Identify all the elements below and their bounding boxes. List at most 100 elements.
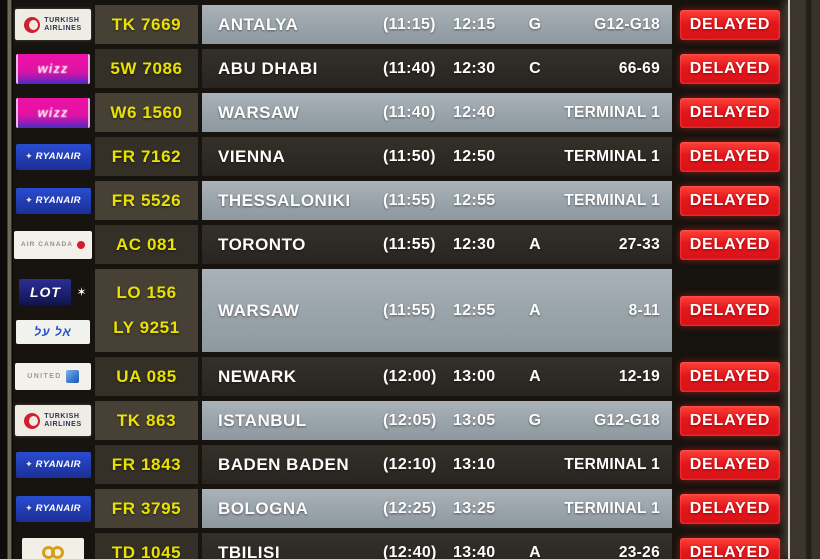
flight-number: TD 1045 [111, 542, 182, 559]
wizz-air-wordmark: wizz [37, 105, 69, 120]
airline-logo-cell: UNITED [13, 357, 93, 396]
status-badge: DELAYED [680, 97, 780, 128]
scheduled-time: (12:40) [383, 543, 437, 559]
status-badge: DELAYED [680, 185, 780, 216]
turkish-logo: TURKISH AIRLINES [15, 9, 91, 40]
gate-label: G [528, 15, 542, 33]
status-badge: DELAYED [680, 537, 780, 559]
ryanair-harp-icon: ✦ [25, 459, 33, 469]
destination-label: ANTALYA [218, 14, 299, 34]
destination-label: THESSALONIKI [218, 190, 351, 210]
flight-number: 5W 7086 [110, 58, 183, 78]
flight-number-cell: FR 3795 [95, 489, 198, 528]
flight-info-cell: BADEN BADEN (12:10) 13:10 TERMINAL 1 [202, 445, 672, 484]
turkish-airlines-wordmark: TURKISH AIRLINES [44, 413, 81, 429]
scheduled-time: (12:00) [383, 367, 437, 385]
lot-wordmark: LOT [29, 284, 61, 300]
flight-row: ✦ RYANAIR FR 7162 VIENNA (11:50) 12:50 TERMINA… [0, 137, 820, 176]
flight-number-cell: AC 081 [95, 225, 198, 264]
lot-crane-icon: ✶ [76, 285, 87, 299]
flight-row: TURKISH AIRLINES TK 863 ISTANBUL (12:05) 13:0… [0, 401, 820, 440]
turkish-airlines-emblem-icon [24, 412, 41, 429]
expected-time: 13:00 [453, 367, 496, 385]
stand-terminal-label: 27-33 [618, 235, 660, 253]
scheduled-time: (11:55) [383, 235, 436, 253]
flight-row: LOT ✶ אל על LO 156 LY 9251 WARSAW (11:55) 12:55… [0, 269, 820, 352]
flight-info-cell: BOLOGNA (12:25) 13:25 TERMINAL 1 [202, 489, 672, 528]
flight-info-cell: NEWARK (12:00) 13:00 A 12-19 [202, 357, 672, 396]
status-badge: DELAYED [680, 361, 780, 392]
flight-number: FR 3795 [111, 498, 182, 518]
stand-terminal-label: G12-G18 [594, 411, 660, 429]
stand-terminal-label: G12-G18 [594, 15, 660, 33]
destination-label: TBILISI [218, 542, 281, 559]
ryanair-wordmark: RYANAIR [35, 151, 81, 162]
gold-ring-icon [51, 546, 64, 559]
expected-time: 12:30 [453, 235, 496, 253]
expected-time: 12:30 [453, 59, 496, 77]
flight-number-cell: LO 156 LY 9251 [95, 269, 198, 352]
status-badge: DELAYED [680, 493, 780, 524]
crescent-bird-icon [29, 19, 39, 30]
ryanair-wordmark: RYANAIR [35, 195, 81, 206]
wizz-logo: wizz [16, 97, 90, 128]
stand-terminal-label: TERMINAL 1 [564, 455, 660, 473]
monitor-bezel-left [0, 0, 13, 559]
expected-time: 13:05 [453, 411, 496, 429]
logo-text: AIRLINES [44, 24, 82, 32]
status-cell: DELAYED [680, 181, 780, 220]
status-cell: DELAYED [680, 401, 780, 440]
status-badge: DELAYED [680, 449, 780, 480]
status-cell: DELAYED [680, 489, 780, 528]
el-al-wordmark: אל על [34, 325, 72, 339]
wizz-logo: wizz [16, 53, 90, 84]
airline-logo-cell: ✦ RYANAIR [13, 489, 93, 528]
flight-row: wizz 5W 7086 ABU DHABI (11:40) 12:30 C 66-69 DE… [0, 49, 820, 88]
flight-row: TD 1045 TBILISI (12:40) 13:40 A 23-26 DELAYED [0, 533, 820, 559]
flight-number-cell: FR 1843 [95, 445, 198, 484]
flight-row: ✦ RYANAIR FR 3795 BOLOGNA (12:25) 13:25 TERMIN… [0, 489, 820, 528]
gate-label: C [529, 59, 541, 77]
flight-number: UA 085 [116, 366, 177, 386]
gate-label: A [529, 301, 541, 319]
stand-terminal-label: TERMINAL 1 [564, 499, 660, 517]
scheduled-time: (11:55) [383, 301, 436, 319]
flight-number: FR 1843 [111, 454, 182, 474]
lot-wordmark-box: LOT [19, 279, 72, 305]
gate-label: A [529, 543, 541, 559]
flight-number-cell: FR 7162 [95, 137, 198, 176]
flight-info-cell: TBILISI (12:40) 13:40 A 23-26 [202, 533, 672, 559]
flight-number: AC 081 [115, 234, 178, 254]
stand-terminal-label: 66-69 [618, 59, 660, 77]
logo-text: AIRLINES [44, 420, 82, 428]
airline-logo-cell: AIR CANADA [13, 225, 93, 264]
status-cell: DELAYED [680, 269, 780, 352]
airline-logo-cell [13, 533, 93, 559]
expected-time: 13:10 [453, 455, 496, 473]
status-cell: DELAYED [680, 357, 780, 396]
flight-number: LY 9251 [113, 317, 180, 337]
destination-label: ABU DHABI [218, 58, 318, 78]
gate-label: G [528, 411, 542, 429]
ryanair-logo: ✦ RYANAIR [15, 187, 91, 214]
flight-row: ✦ RYANAIR FR 5526 THESSALONIKI (11:55) 12:55 T… [0, 181, 820, 220]
expected-time: 12:50 [453, 147, 496, 165]
ryanair-logo: ✦ RYANAIR [15, 451, 91, 478]
flight-number-cell: UA 085 [95, 357, 198, 396]
flight-number: TK 863 [116, 410, 177, 430]
airline-logo-cell: ✦ RYANAIR [13, 445, 93, 484]
status-cell: DELAYED [680, 5, 780, 44]
logo-text: TURKISH [44, 16, 80, 24]
scheduled-time: (12:25) [383, 499, 437, 517]
united-wordmark: UNITED [27, 373, 62, 380]
airline-logo-cell: TURKISH AIRLINES [13, 5, 93, 44]
ryanair-wordmark: RYANAIR [35, 459, 81, 470]
scheduled-time: (11:55) [383, 191, 436, 209]
united-globe-icon [65, 370, 79, 383]
scheduled-time: (11:40) [383, 103, 436, 121]
airline-logo-cell: ✦ RYANAIR [13, 181, 93, 220]
flight-info-cell: THESSALONIKI (11:55) 12:55 TERMINAL 1 [202, 181, 672, 220]
flight-row: ✦ RYANAIR FR 1843 BADEN BADEN (12:10) 13:10 TE… [0, 445, 820, 484]
flight-number-cell: FR 5526 [95, 181, 198, 220]
